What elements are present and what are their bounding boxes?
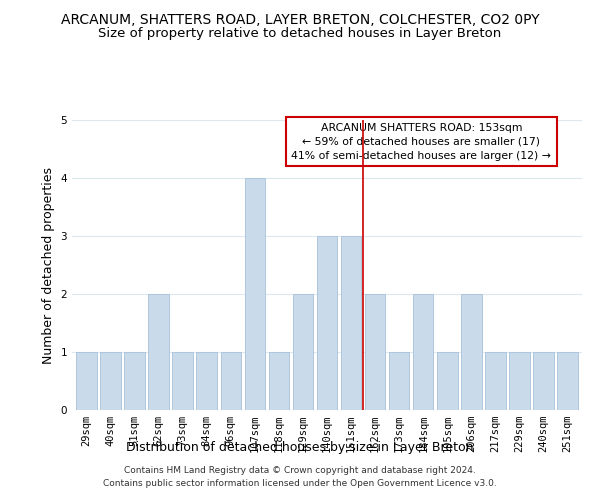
Text: Size of property relative to detached houses in Layer Breton: Size of property relative to detached ho… [98, 28, 502, 40]
Text: Contains HM Land Registry data © Crown copyright and database right 2024.
Contai: Contains HM Land Registry data © Crown c… [103, 466, 497, 487]
Text: Distribution of detached houses by size in Layer Breton: Distribution of detached houses by size … [126, 441, 474, 454]
Y-axis label: Number of detached properties: Number of detached properties [42, 166, 55, 364]
Bar [557, 352, 578, 410]
Bar [100, 352, 121, 410]
Bar [172, 352, 193, 410]
Bar [509, 352, 530, 410]
Bar [389, 352, 409, 410]
Bar [196, 352, 217, 410]
Bar [76, 352, 97, 410]
Bar [437, 352, 458, 410]
Bar [413, 294, 433, 410]
Bar [221, 352, 241, 410]
Bar [317, 236, 337, 410]
Bar [293, 294, 313, 410]
Bar [245, 178, 265, 410]
Bar [124, 352, 145, 410]
Bar [533, 352, 554, 410]
Bar [365, 294, 385, 410]
Bar [148, 294, 169, 410]
Text: ARCANUM, SHATTERS ROAD, LAYER BRETON, COLCHESTER, CO2 0PY: ARCANUM, SHATTERS ROAD, LAYER BRETON, CO… [61, 12, 539, 26]
Bar [341, 236, 361, 410]
Bar [485, 352, 506, 410]
Bar [461, 294, 482, 410]
Bar [269, 352, 289, 410]
Text: ARCANUM SHATTERS ROAD: 153sqm
← 59% of detached houses are smaller (17)
41% of s: ARCANUM SHATTERS ROAD: 153sqm ← 59% of d… [292, 123, 551, 161]
